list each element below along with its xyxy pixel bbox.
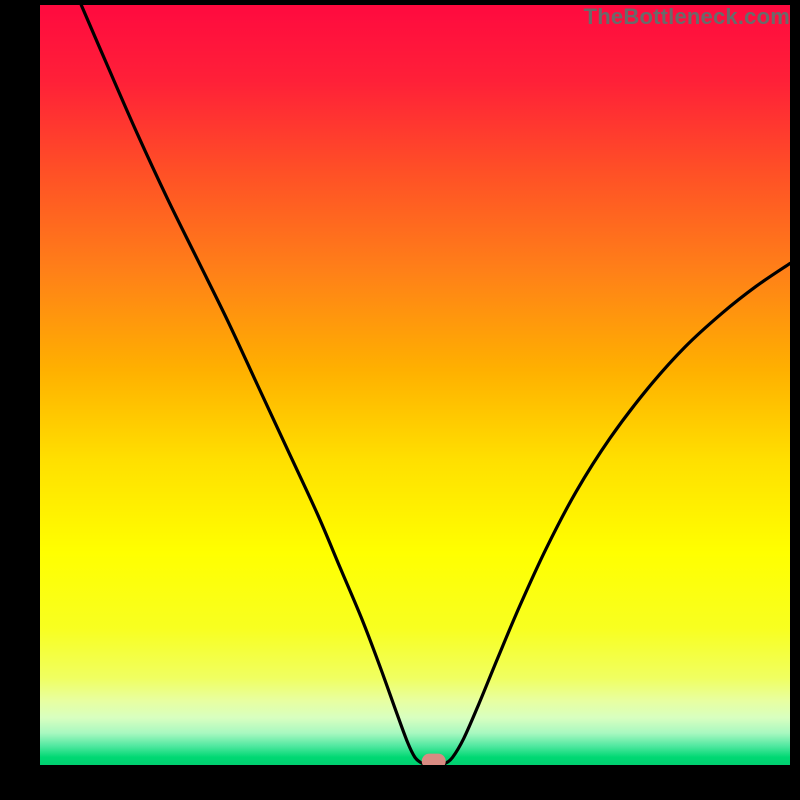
plot-area: [40, 5, 790, 765]
bottleneck-curve: [81, 5, 790, 765]
bottleneck-curve-layer: [40, 5, 790, 765]
figure-container: TheBottleneck.com: [0, 0, 800, 800]
watermark-text: TheBottleneck.com: [584, 4, 790, 30]
bottleneck-marker: [422, 754, 446, 765]
